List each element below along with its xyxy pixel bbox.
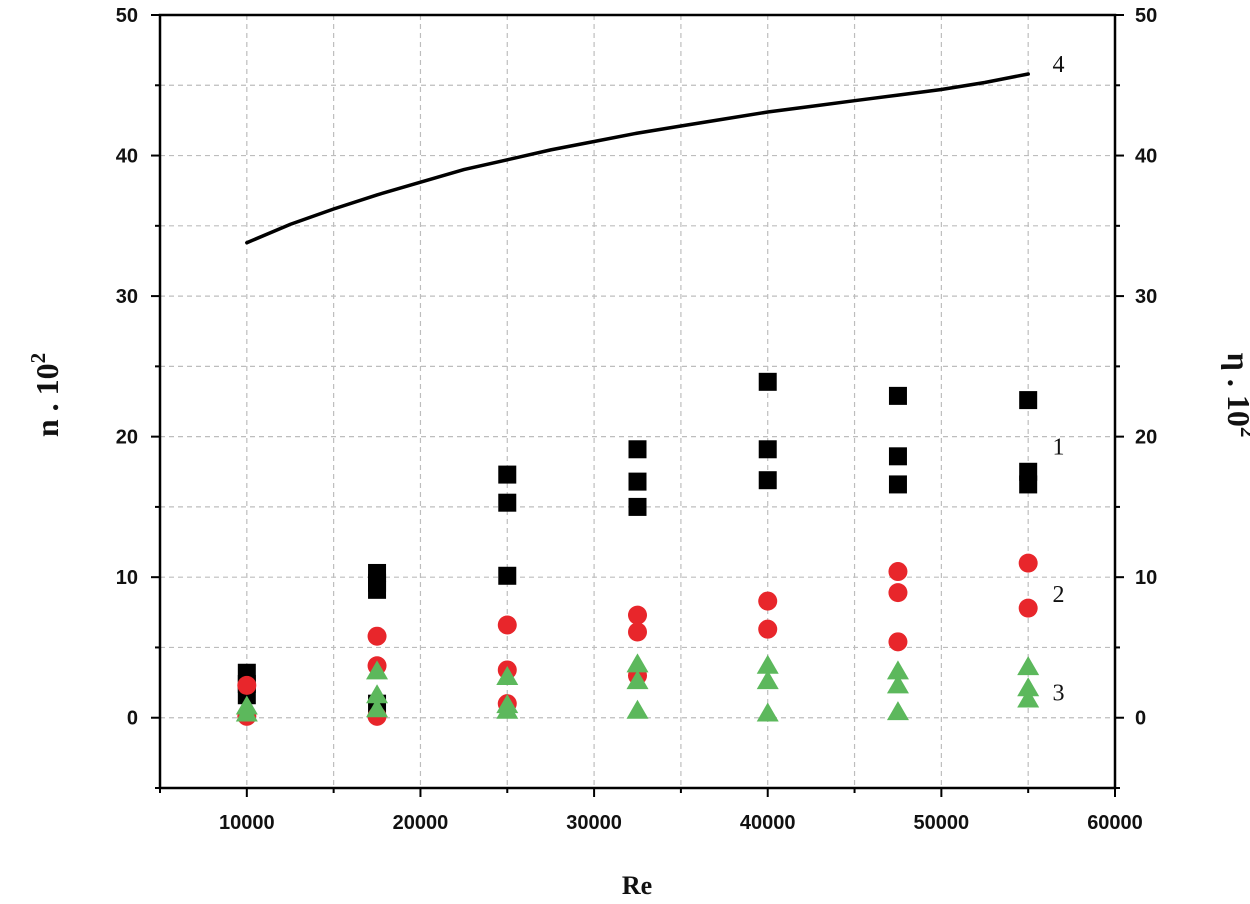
series-1-square-point	[368, 580, 387, 599]
series-label-1: 1	[1052, 434, 1064, 460]
x-tick-label: 40000	[740, 812, 796, 834]
series-3-triangle-point	[1017, 688, 1040, 708]
axis-ticks: 10000 20000 30000 40000 50000 60000 0 0 10 10 20 20…	[116, 5, 1158, 834]
y-axis-title-right-exp: 2	[1236, 427, 1250, 438]
y-axis-title-right: η . 102	[1221, 353, 1250, 438]
series-1-square-point	[628, 440, 647, 459]
series-3-triangle-point	[886, 674, 909, 694]
series-2-circle-point	[758, 619, 778, 639]
x-tick-label: 50000	[914, 812, 970, 834]
y-right-tick-label: 0	[1135, 708, 1146, 730]
series-1-square-point	[498, 493, 517, 512]
series-label-3: 3	[1052, 680, 1064, 706]
series-1-square-point	[628, 497, 647, 516]
x-tick-label: 30000	[566, 812, 622, 834]
series-3-triangle-point	[626, 699, 649, 719]
x-tick-label: 10000	[219, 812, 275, 834]
series-3-triangle-point	[886, 660, 909, 680]
series-3-triangle-point	[756, 702, 779, 722]
series-3-triangle-point	[1017, 656, 1040, 676]
y-left-tick-label: 20	[116, 427, 138, 449]
y-left-tick-label: 50	[116, 5, 138, 27]
series-3-triangle-point	[756, 654, 779, 674]
series-1-square-point	[758, 471, 777, 490]
series-3-triangle-point	[496, 699, 519, 719]
series-labels: 1 2 3 4	[1052, 52, 1064, 706]
plot-border	[158, 13, 1117, 790]
series-1-square-point	[628, 472, 647, 491]
series-4-line	[245, 72, 1030, 245]
series-2-circle-point	[237, 675, 257, 695]
y-left-tick-label: 30	[116, 286, 138, 308]
series-1-square-point	[888, 447, 907, 466]
series-2-circle-point	[888, 632, 908, 652]
series-2-circle-point	[758, 591, 778, 611]
series-3-triangle-point	[886, 701, 909, 721]
series-2-circle-point	[888, 562, 908, 582]
series-1-square-point	[888, 475, 907, 494]
series-1-square-point	[498, 465, 517, 484]
series-3-triangle-point	[756, 670, 779, 690]
series-3-triangle-point	[366, 684, 389, 704]
y-right-tick-label: 30	[1135, 286, 1157, 308]
series-3-triangle-point	[626, 670, 649, 690]
series-1-square-point	[498, 566, 517, 585]
y-right-tick-label: 40	[1135, 146, 1157, 168]
series-2-circle-point	[1018, 553, 1038, 573]
y-axis-title-left-exp: 2	[26, 353, 50, 364]
y-axis-title-right-base: η . 10	[1221, 353, 1250, 427]
series-label-4: 4	[1052, 52, 1064, 78]
series-1-square-point	[1019, 391, 1038, 410]
series-3-triangle-point	[496, 665, 519, 685]
y-left-tick-label: 0	[127, 708, 138, 730]
series-3-triangle-point	[1017, 677, 1040, 697]
y-right-tick-label: 20	[1135, 427, 1157, 449]
x-tick-label: 60000	[1087, 812, 1143, 834]
series-label-2: 2	[1052, 582, 1064, 608]
series-1-square-point	[758, 440, 777, 459]
series-1-square-point	[758, 372, 777, 391]
y-right-tick-label: 10	[1135, 567, 1157, 589]
series-3-triangle-point	[366, 660, 389, 680]
series-1-square-point	[1019, 475, 1038, 494]
series-2-circle-point	[628, 622, 647, 642]
y-left-tick-label: 40	[116, 146, 138, 168]
series-2-circle-point	[628, 605, 647, 625]
series-2-circle-point	[1018, 598, 1038, 618]
plot-frame	[158, 13, 1117, 790]
series-3-markers	[235, 653, 1040, 722]
series-3-triangle-point	[626, 653, 649, 673]
series-3-triangle-point	[235, 702, 258, 722]
y-axis-title-left-base: n . 10	[29, 363, 65, 437]
series-2-circle-point	[367, 626, 387, 646]
series-1-square-point	[888, 386, 907, 405]
series-2-circle-point	[888, 583, 908, 603]
series-4-curve	[245, 72, 1030, 245]
x-tick-label: 20000	[393, 812, 449, 834]
x-axis-title: Re	[622, 871, 652, 900]
series-3-triangle-point	[366, 698, 389, 718]
y-right-tick-label: 50	[1135, 5, 1157, 27]
series-2-circle-point	[497, 615, 517, 635]
y-left-tick-label: 10	[116, 567, 138, 589]
y-axis-title-left: n . 102	[26, 353, 65, 437]
